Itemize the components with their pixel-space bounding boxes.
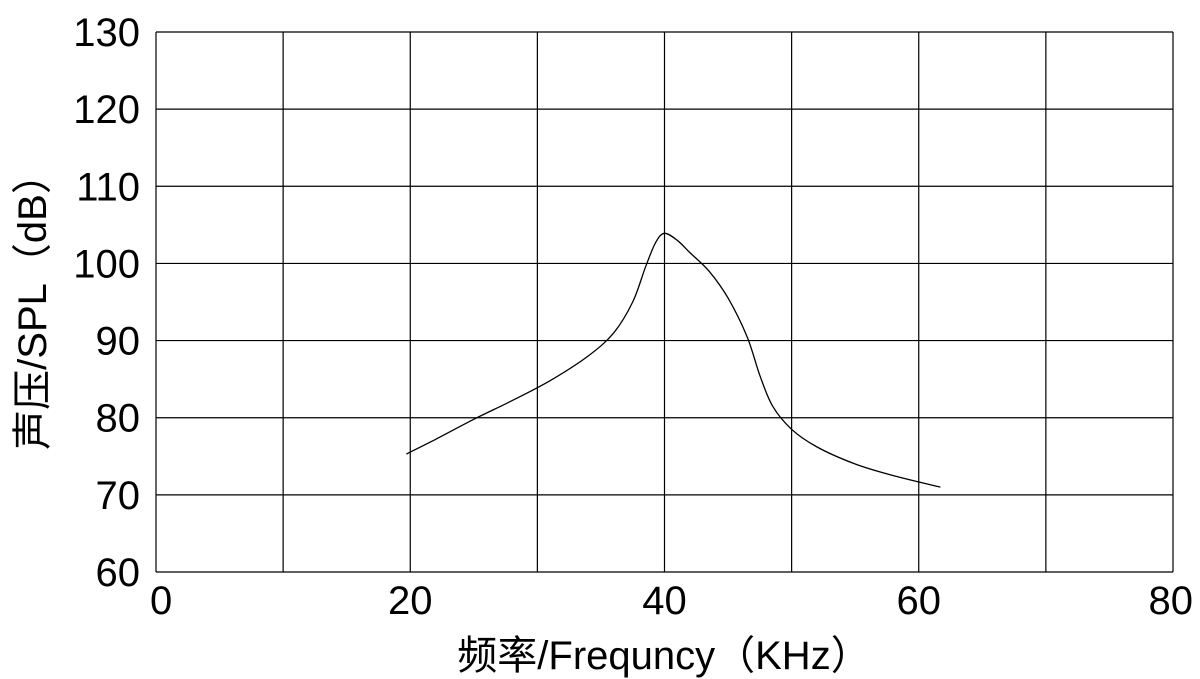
x-tick-label: 60 <box>897 579 942 623</box>
y-tick-label: 100 <box>73 242 140 286</box>
y-axis-ticks: 60 70 80 90 100 110 120 130 <box>73 11 140 595</box>
y-tick-label: 130 <box>73 11 140 55</box>
y-axis-label: 声压/SPL（dB） <box>11 154 55 450</box>
spl-curve <box>406 232 941 488</box>
y-tick-label: 70 <box>96 474 141 518</box>
x-tick-label: 40 <box>642 579 687 623</box>
grid <box>155 31 1174 573</box>
x-tick-label: 80 <box>1149 579 1194 623</box>
y-tick-label: 110 <box>76 165 140 209</box>
x-tick-label: 0 <box>150 579 172 623</box>
x-axis-label: 频率/Frequncy（KHz） <box>457 634 870 678</box>
series-layer <box>406 232 941 488</box>
x-tick-label: 20 <box>388 579 433 623</box>
y-tick-label: 60 <box>96 551 141 595</box>
x-axis-ticks: 0 20 40 60 80 <box>150 579 1193 623</box>
y-tick-label: 120 <box>73 88 140 132</box>
y-tick-label: 90 <box>96 320 141 364</box>
y-tick-label: 80 <box>96 397 141 441</box>
